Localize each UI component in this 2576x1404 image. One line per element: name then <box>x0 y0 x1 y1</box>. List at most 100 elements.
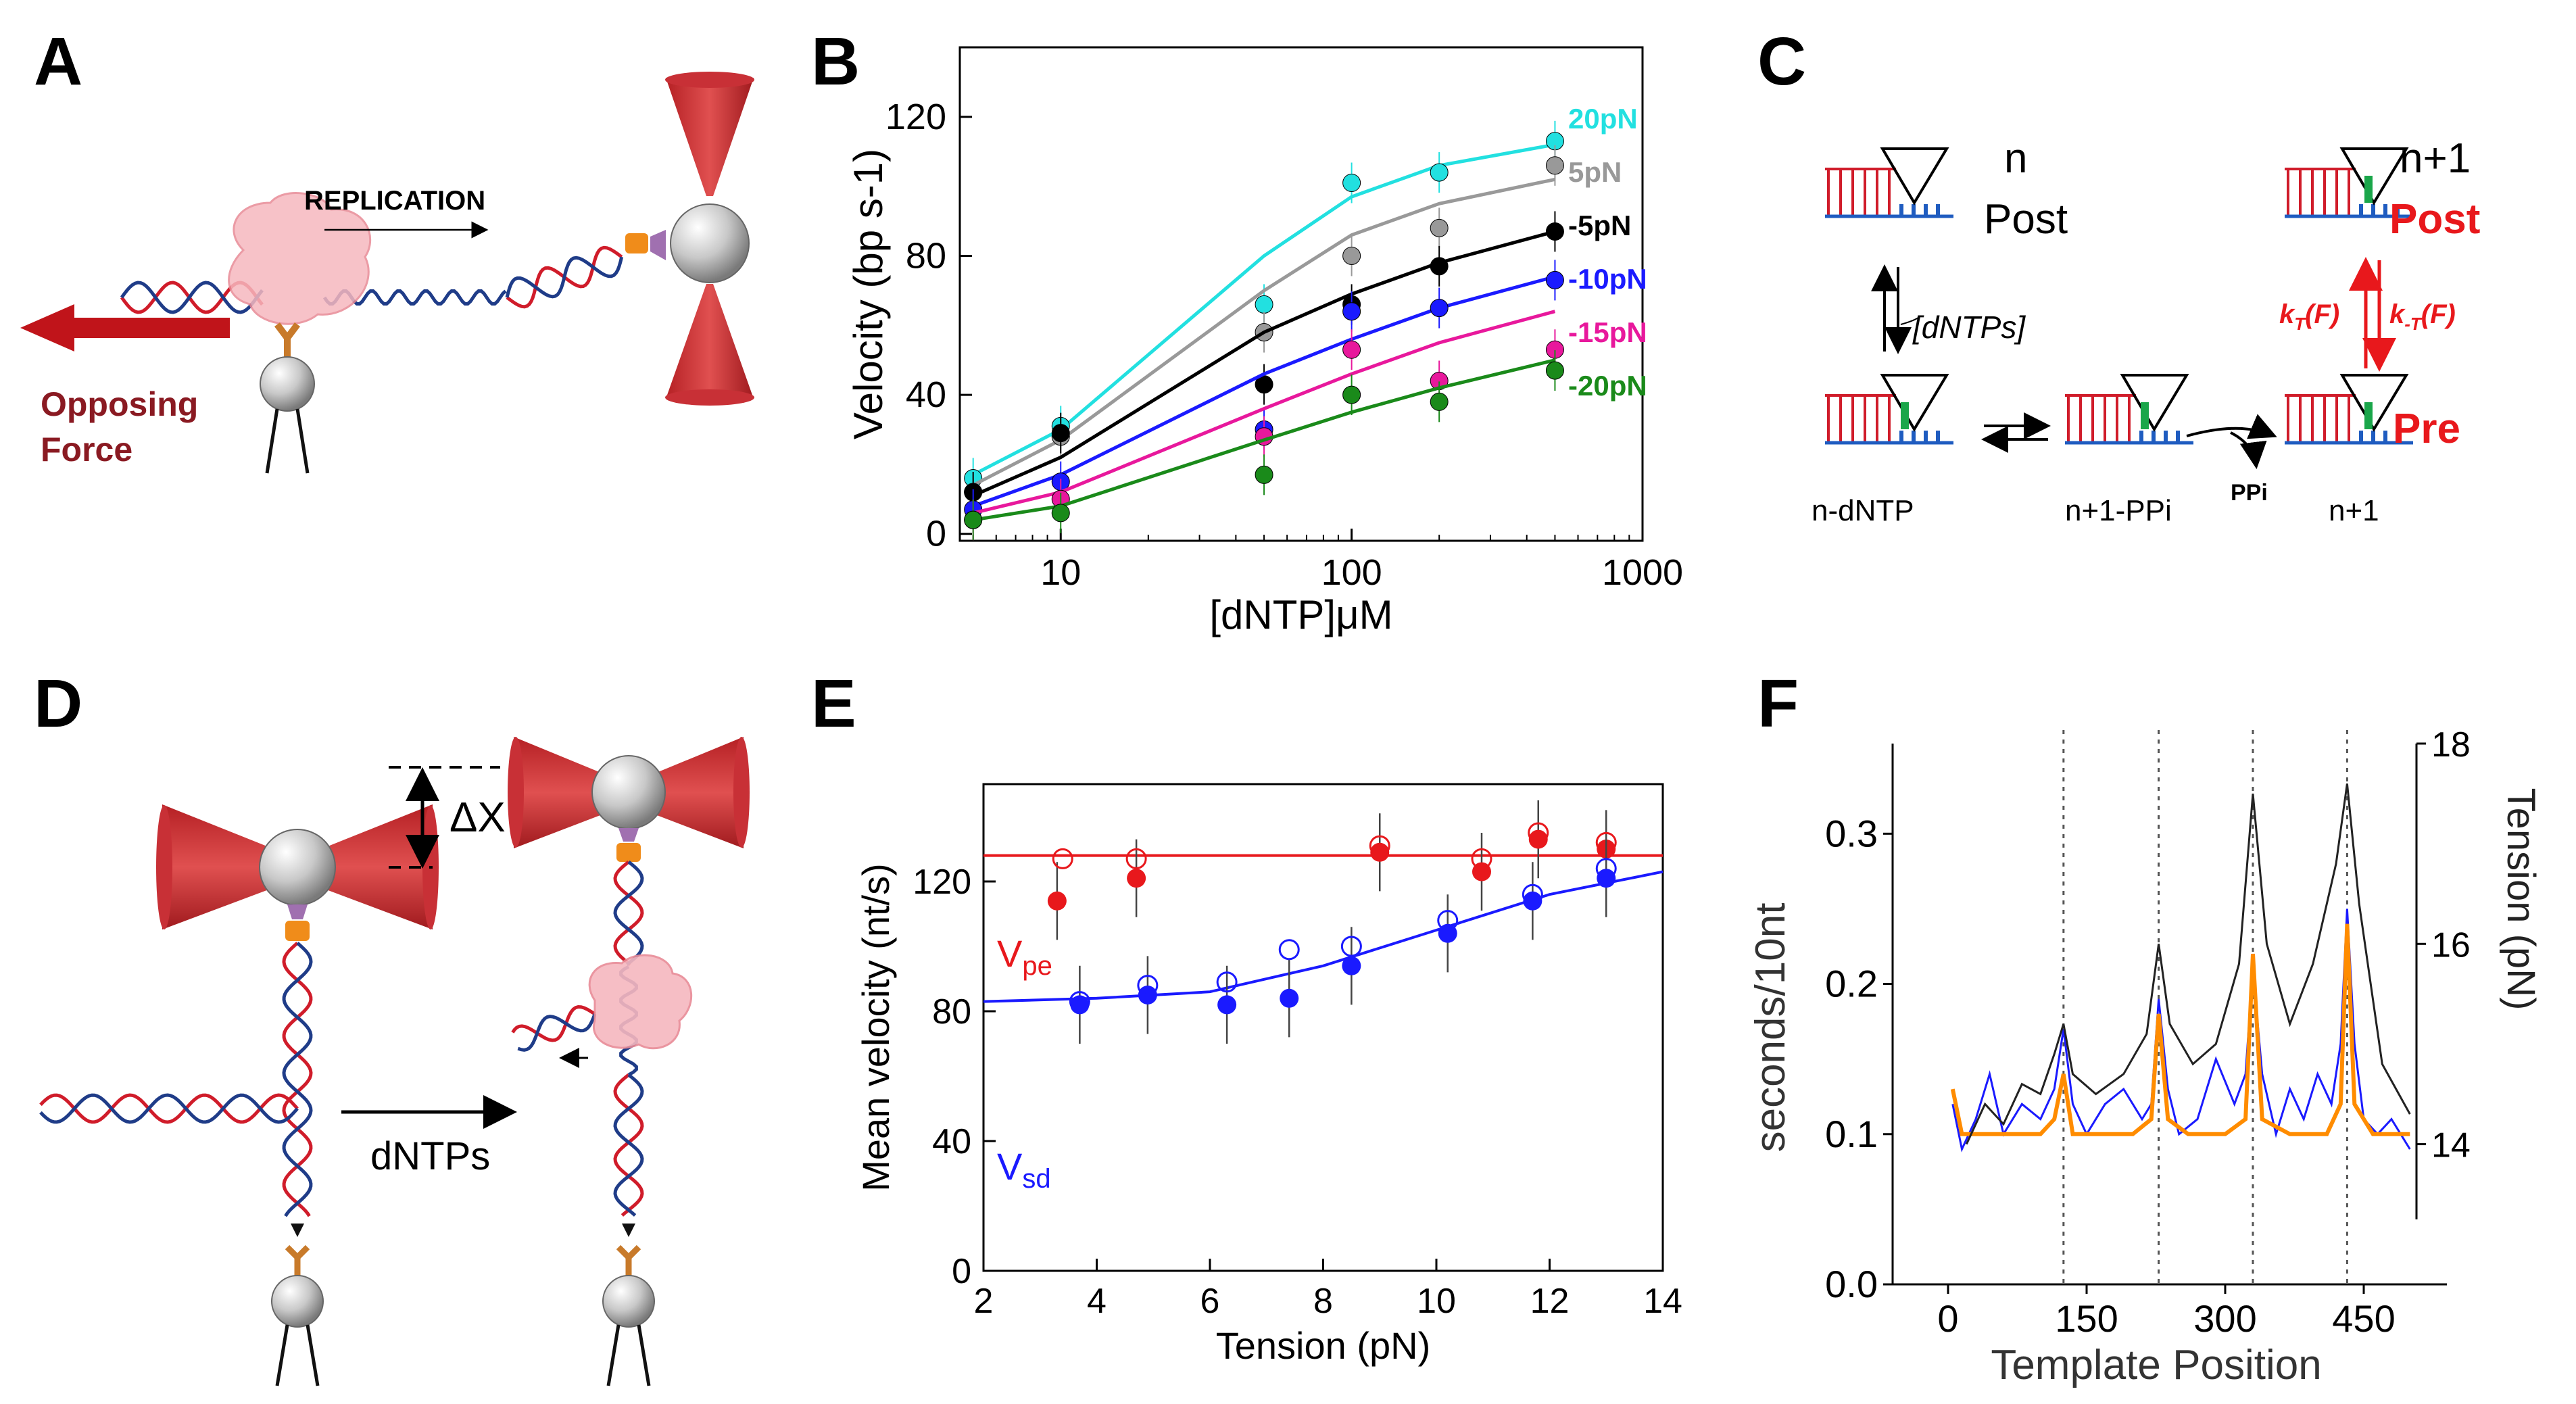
polymerase-icon <box>2339 147 2409 205</box>
data-point-open <box>1437 910 1459 931</box>
state-n1-ppi-label: n+1-PPi <box>2065 494 2172 527</box>
plot-frame <box>982 783 1664 1272</box>
opposing-force-arrow <box>20 304 230 352</box>
rate-forward-label: kT(F) <box>2279 299 2339 334</box>
fit-line <box>972 143 1555 477</box>
panel-c: C n Post n+1 Post Pre [dNTPs] kT(F) k-T(… <box>1757 24 2480 527</box>
panel-letter-a: A <box>34 24 82 99</box>
opposing-force-label: Opposing <box>41 385 198 423</box>
y-axis-label: Mean velocity (nt/s) <box>854 863 897 1192</box>
data-point <box>964 510 983 529</box>
state-pre-label: Pre <box>2393 406 2460 452</box>
x-axis-label: [dNTP]μM <box>1209 592 1392 637</box>
dntps-label: [dNTPs] <box>1912 310 2026 345</box>
biotin-icon <box>625 233 648 253</box>
rate-reverse-label: k-T(F) <box>2389 299 2456 334</box>
x-tick-label: 4 <box>1087 1282 1107 1321</box>
data-point <box>1545 361 1564 380</box>
y-axis-label-right: Tension (pN) <box>2499 788 2543 1011</box>
legend-label: 20pN <box>1568 103 1638 135</box>
delta-x-label: ΔX <box>449 794 506 841</box>
data-point-filled <box>1127 869 1146 888</box>
opposing-force-label-2: Force <box>41 431 132 468</box>
series-line-orange <box>1950 923 2410 1136</box>
y-tick-label: 120 <box>913 863 971 902</box>
x-axis-label: Template Position <box>1991 1342 2321 1388</box>
polymerase-protein <box>588 954 693 1050</box>
data-point-open <box>1522 883 1543 905</box>
y-tick-label: 120 <box>885 97 946 137</box>
fit-line <box>973 358 1555 522</box>
y-tick-label: 40 <box>906 374 946 415</box>
fit-line <box>972 230 1556 498</box>
dna-strand <box>39 1093 299 1124</box>
series-line-gray <box>1965 783 2411 1145</box>
x-tick-label: 0 <box>1937 1297 1958 1340</box>
y-tick-label: 80 <box>932 992 971 1032</box>
legend-label: -15pN <box>1568 316 1647 348</box>
legend-label: -5pN <box>1568 210 1631 241</box>
panel-d: D ΔX dNTPs <box>34 666 750 1386</box>
dna-helix <box>120 245 624 314</box>
dna-strand <box>120 281 264 314</box>
state-n-label: n <box>2004 135 2027 182</box>
data-point <box>1430 163 1449 182</box>
antibody-icon <box>274 322 300 358</box>
panel-letter-e: E <box>811 666 856 742</box>
pipette-icon <box>265 408 310 474</box>
data-point-filled <box>1217 995 1237 1015</box>
dna-strand <box>613 861 644 966</box>
dna-strand <box>613 1073 644 1217</box>
y-tick-label: 0.3 <box>1825 812 1878 854</box>
x-tick-label: 1000 <box>1602 552 1683 593</box>
state-n1-label: n+1 <box>2400 135 2471 182</box>
vsd-label: Vsd <box>997 1145 1051 1194</box>
nucleotide-icon <box>2141 402 2149 429</box>
data-point-filled <box>1280 988 1299 1008</box>
data-point <box>1545 222 1564 241</box>
x-tick-label: 2 <box>974 1282 994 1321</box>
polymerase-icon <box>1880 374 1949 432</box>
data-point <box>1342 246 1361 265</box>
data-point-open <box>1278 939 1300 961</box>
y-tick-label-right: 18 <box>2431 725 2471 765</box>
state-n1-bottom-label: n+1 <box>2329 494 2379 527</box>
data-point-open <box>1528 822 1549 844</box>
polymerase-icon <box>1880 147 1949 205</box>
y-tick-label: 0.1 <box>1825 1113 1878 1155</box>
x-tick-label: 150 <box>2055 1297 2118 1340</box>
legend-label: 5pN <box>1568 156 1622 188</box>
x-tick-label: 450 <box>2332 1297 2395 1340</box>
panel-letter-d: D <box>34 666 82 742</box>
polymerase-icon <box>2339 374 2409 432</box>
panel-e: E 2 4 6 8 10 12 14 0 40 80 120 Tension (pN) Mean vel… <box>811 666 1682 1367</box>
dntps-label: dNTPs <box>370 1134 490 1178</box>
y-tick-label: 80 <box>906 235 946 276</box>
bead-trapped-right <box>591 755 666 829</box>
pause-time-chart: 0 150 300 450 0.0 0.1 0.2 0.3 14 16 18 Template Pos… <box>1747 725 2543 1388</box>
x-axis-label: Tension (pN) <box>1216 1324 1430 1367</box>
panel-a: A REPLICATION Opposing Force <box>20 24 754 474</box>
data-point <box>1342 302 1361 321</box>
panel-f: F 0 150 300 450 0.0 0.1 0.2 0.3 14 16 18 Template P… <box>1747 666 2543 1388</box>
state-n-dntp-label: n-dNTP <box>1812 494 1914 527</box>
bead-left <box>260 356 315 412</box>
data-point-filled <box>1342 956 1361 975</box>
data-point-open <box>1125 848 1147 869</box>
optical-trap-cone-bottom <box>666 284 754 399</box>
data-point <box>1342 173 1361 192</box>
fit-line <box>972 274 1556 508</box>
data-point-open <box>1069 991 1090 1013</box>
y-tick-label-right: 16 <box>2431 925 2471 965</box>
x-tick-label: 10 <box>1417 1282 1456 1321</box>
y-axis-label: seconds/10nt <box>1747 903 1794 1153</box>
nucleotide-icon <box>2364 176 2373 203</box>
x-tick-label: 6 <box>1200 1282 1220 1321</box>
data-point-filled <box>1528 829 1548 849</box>
panel-letter-b: B <box>811 24 860 99</box>
dna-strand <box>511 1004 596 1042</box>
dna-strand <box>505 256 624 299</box>
data-point <box>1051 504 1070 523</box>
data-point-open <box>1471 848 1492 869</box>
